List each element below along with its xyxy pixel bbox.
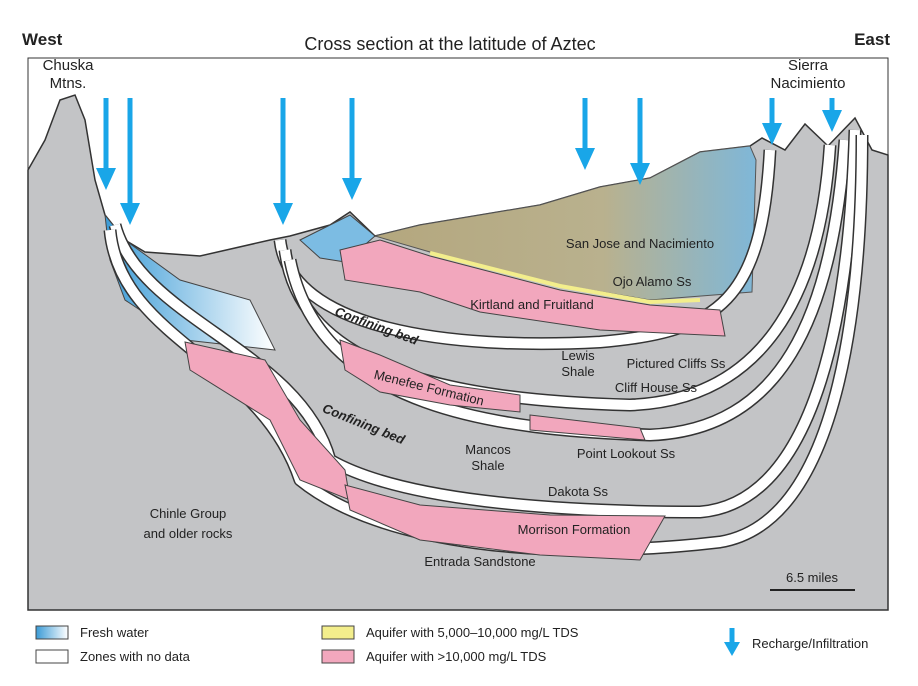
legend-label: Recharge/Infiltration (752, 636, 868, 651)
text-line: and older rocks (144, 526, 233, 541)
unit-label: Chinle Group and older rocks (144, 506, 233, 541)
text-line: Entrada Sandstone (424, 554, 535, 569)
point-lookout-aquifer (529, 414, 646, 441)
place-label: Chuska Mtns. (43, 57, 95, 92)
unit-label: Dakota Ss (548, 484, 608, 499)
morrison-aquifer (344, 484, 666, 561)
frame (27, 57, 889, 611)
text-line: Mtns. (50, 75, 87, 92)
text-line: Sierra (788, 57, 829, 74)
text-line: Cliff House Ss (615, 380, 698, 395)
text-line: Shale (561, 364, 594, 379)
east-label: East (854, 30, 890, 49)
place-label: Sierra Nacimiento (770, 57, 845, 92)
text-line: Shale (471, 458, 504, 473)
text-line: Morrison Formation (518, 522, 631, 537)
text-line: Dakota Ss (548, 484, 608, 499)
legend-label: Aquifer with 5,000–10,000 mg/L TDS (366, 625, 579, 640)
unit-label: Mancos Shale (465, 442, 511, 473)
text-line: Nacimiento (770, 75, 845, 92)
fresh-water-left (104, 213, 276, 351)
text-line: Chinle Group (150, 506, 227, 521)
text-line: Mancos (465, 442, 511, 457)
text-line: Lewis (561, 348, 595, 363)
text-line: Kirtland and Fruitland (470, 297, 594, 312)
text-line: Ojo Alamo Ss (613, 274, 692, 289)
west-label: West (22, 30, 63, 49)
kirtland-aquifer (339, 239, 726, 337)
unit-label: Ojo Alamo Ss (613, 274, 692, 289)
legend-label: Aquifer with >10,000 mg/L TDS (366, 649, 547, 664)
menefee-aquifer (339, 339, 521, 413)
legend-label: Zones with no data (80, 649, 191, 664)
unit-label: Pictured Cliffs Ss (627, 356, 726, 371)
unit-label: Kirtland and Fruitland (470, 297, 594, 312)
unit-label: Lewis Shale (561, 348, 595, 379)
yellow-aquifer (429, 251, 701, 304)
recharge-arrows (96, 98, 842, 225)
unit-label: Entrada Sandstone (424, 554, 535, 569)
unit-label: Cliff House Ss (615, 380, 698, 395)
text-line: Point Lookout Ss (577, 446, 676, 461)
scale-label: 6.5 miles (786, 570, 839, 585)
text-line: Pictured Cliffs Ss (627, 356, 726, 371)
legend: Fresh water Zones with no data Aquifer w… (35, 625, 868, 664)
legend-label: Fresh water (80, 625, 149, 640)
unit-label: Point Lookout Ss (577, 446, 676, 461)
unit-label: San Jose and Nacimiento (566, 236, 714, 251)
title: Cross section at the latitude of Aztec (304, 34, 595, 54)
text-line: Chuska (43, 57, 95, 74)
text-line: San Jose and Nacimiento (566, 236, 714, 251)
unit-label: Morrison Formation (518, 522, 631, 537)
